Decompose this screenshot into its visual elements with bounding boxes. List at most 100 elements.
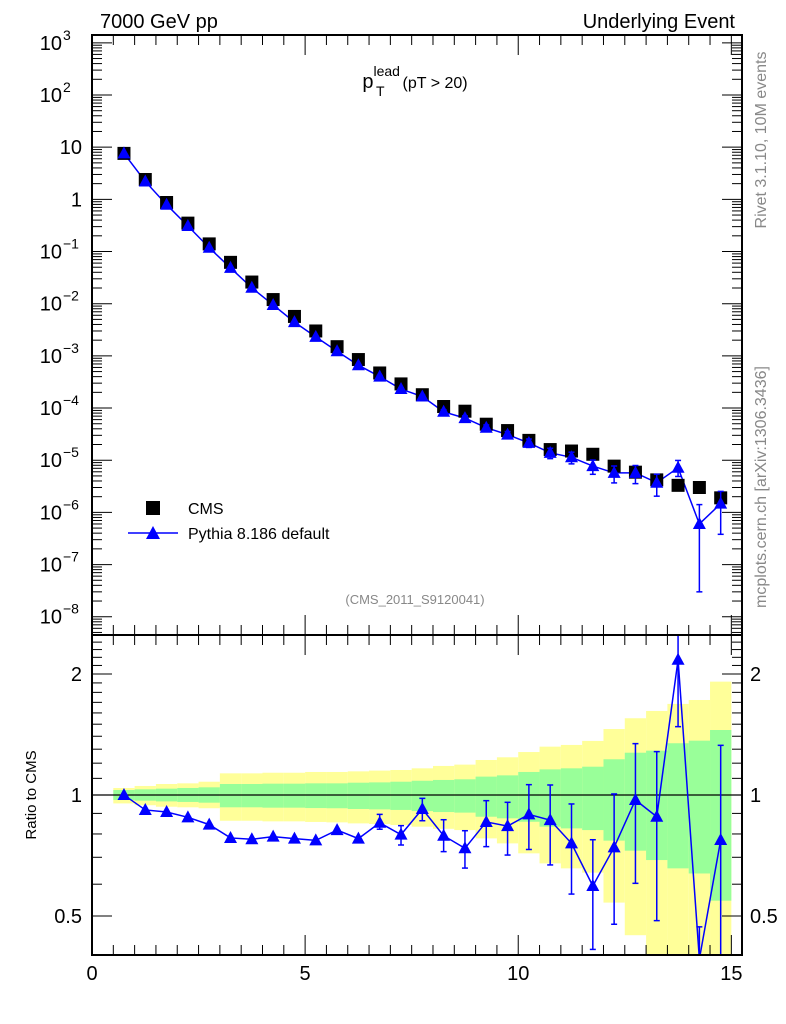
main-point-pythia <box>692 516 706 529</box>
ratio-point-pythia <box>607 840 621 853</box>
main-point-pythia <box>160 197 174 210</box>
y-tick-label: 1 <box>71 189 82 211</box>
ratio-point-pythia <box>394 827 408 840</box>
main-point-pythia <box>565 450 579 463</box>
y-tick-label: 10 <box>40 450 62 472</box>
main-point-pythia <box>394 382 408 395</box>
main-point-pythia <box>373 369 387 382</box>
y-tick-label: 10 <box>40 242 62 264</box>
ratio-series <box>117 635 728 955</box>
y-tick-label: 10 <box>40 294 62 316</box>
ratio-ylabel: Ratio to CMS <box>23 750 40 839</box>
ratio-point-pythia <box>245 832 259 845</box>
band-inner-bin <box>369 782 391 810</box>
main-point-cms <box>692 480 706 494</box>
y-tick-exponent: −2 <box>63 288 79 304</box>
main-point-pythia <box>607 465 621 478</box>
ratio-point-pythia <box>202 817 216 830</box>
main-point-pythia <box>650 475 664 488</box>
main-point-pythia <box>415 389 429 402</box>
ratio-point-pythia <box>479 814 493 827</box>
ratio-point-pythia <box>458 841 472 854</box>
y-tick-label: 10 <box>40 398 62 420</box>
band-inner-bin <box>475 776 497 817</box>
band-inner-bin <box>432 779 455 813</box>
y-tick-exponent: −6 <box>63 496 79 512</box>
ratio-y-tick-label-right: 2 <box>750 664 761 686</box>
band-inner-bin <box>347 782 370 809</box>
ratio-point-pythia <box>160 805 174 818</box>
header-left: 7000 GeV pp <box>100 11 218 33</box>
y-tick-label: 10 <box>40 346 62 368</box>
main-series <box>117 146 728 593</box>
legend-cms-label: CMS <box>188 501 224 518</box>
ratio-point-pythia <box>437 828 451 841</box>
ratio-point-pythia <box>309 833 323 846</box>
ratio-y-tick-label: 1 <box>71 785 82 807</box>
band-inner-bin <box>454 779 476 813</box>
main-point-pythia <box>437 404 451 417</box>
band-inner-bin <box>496 775 519 819</box>
main-point-cms <box>671 478 685 492</box>
ratio-y-tick-label: 0.5 <box>54 906 82 928</box>
ratio-point-pythia <box>117 788 131 800</box>
band-inner-bin <box>283 783 306 808</box>
ratio-y-tick-label-right: 0.5 <box>750 906 778 928</box>
main-point-pythia <box>330 344 344 357</box>
main-point-pythia <box>138 174 152 187</box>
main-point-pythia <box>671 460 685 473</box>
y-tick-label: 10 <box>40 502 62 524</box>
main-point-pythia <box>202 240 216 253</box>
y-tick-exponent: −5 <box>63 444 79 460</box>
y-tick-label: 10 <box>40 607 62 629</box>
side-text-rivet: Rivet 3.1.10, 10M events <box>753 52 770 229</box>
main-point-pythia <box>479 420 493 433</box>
ratio-point-pythia <box>415 801 429 814</box>
band-inner-bin <box>305 783 327 809</box>
analysis-label: (CMS_2011_S9120041) <box>345 592 484 607</box>
ratio-point-pythia <box>287 831 301 844</box>
legend-pythia-label: Pythia 8.186 default <box>188 526 330 543</box>
ratio-point-pythia <box>373 815 387 828</box>
y-tick-exponent: −8 <box>63 601 79 617</box>
x-tick-label: 10 <box>507 963 529 985</box>
header-right: Underlying Event <box>583 11 736 33</box>
main-point-pythia <box>287 315 301 328</box>
band-inner-bin <box>241 784 263 808</box>
band-inner-bin <box>688 740 711 874</box>
y-tick-label: 10 <box>40 555 62 577</box>
main-point-pythia <box>714 496 728 509</box>
ratio-point-pythia <box>543 813 557 826</box>
main-point-pythia <box>522 435 536 448</box>
main-frame <box>91 34 743 636</box>
band-inner-bin <box>411 780 433 812</box>
main-point-pythia <box>351 358 365 371</box>
ratio-point-pythia <box>330 823 344 836</box>
main-point-pythia <box>245 280 259 293</box>
ratio-point-pythia <box>650 809 664 822</box>
ratio-point-pythia <box>351 831 365 844</box>
band-inner-bin <box>667 743 689 869</box>
band-inner-bin <box>582 766 604 831</box>
main-point-pythia <box>266 297 280 310</box>
y-tick-label: 10 <box>40 85 62 107</box>
main-point-cms <box>586 447 600 461</box>
ratio-point-pythia <box>501 819 515 832</box>
ratio-y-tick-label-right: 1 <box>750 785 761 807</box>
main-point-pythia <box>458 411 472 424</box>
band-inner-bin <box>326 783 348 809</box>
ratio-point-pythia <box>671 652 685 665</box>
y-tick-label: 10 <box>40 33 62 55</box>
ratio-point-pythia <box>714 832 728 845</box>
y-tick-label: 10 <box>60 137 82 159</box>
y-tick-exponent: −7 <box>63 549 79 565</box>
ratio-point-pythia <box>224 830 238 843</box>
y-tick-exponent: −1 <box>63 236 79 252</box>
ratio-y-tick-label: 2 <box>71 664 82 686</box>
side-text-mcplots: mcplots.cern.ch [arXiv:1306.3436] <box>753 366 770 608</box>
y-tick-exponent: −4 <box>63 392 79 408</box>
x-tick-label: 5 <box>300 963 311 985</box>
band-inner-bin <box>560 768 583 829</box>
